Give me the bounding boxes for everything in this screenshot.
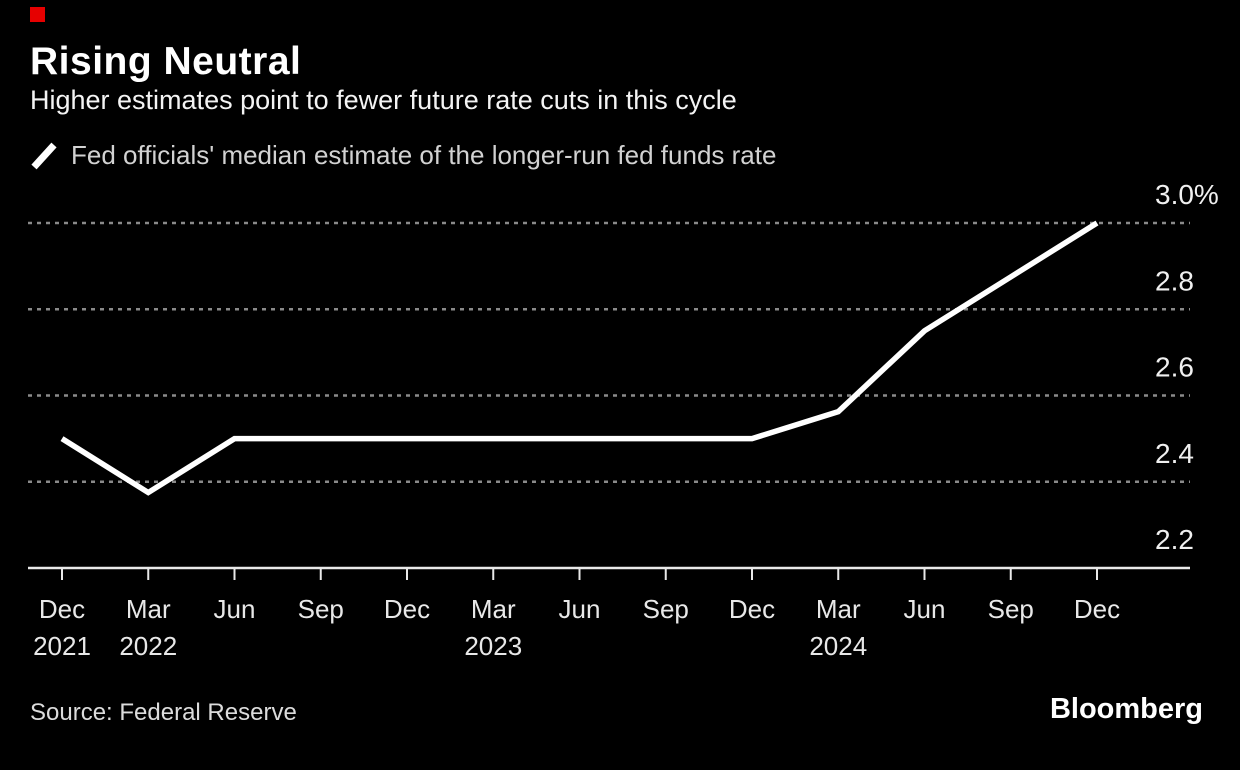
x-axis-month-label: Dec bbox=[384, 594, 430, 624]
x-axis-month-label: Jun bbox=[559, 594, 601, 624]
x-axis-year-label: 2022 bbox=[119, 631, 177, 661]
x-axis-month-label: Jun bbox=[214, 594, 256, 624]
x-axis-month-label: Mar bbox=[126, 594, 171, 624]
chart-title: Rising Neutral bbox=[30, 40, 302, 83]
chart-legend: Fed officials' median estimate of the lo… bbox=[30, 140, 776, 171]
x-axis-month-label: Dec bbox=[1074, 594, 1120, 624]
x-axis-month-label: Dec bbox=[39, 594, 85, 624]
legend-series-label: Fed officials' median estimate of the lo… bbox=[71, 140, 777, 170]
x-axis-year-label: 2024 bbox=[809, 631, 867, 661]
x-axis-month-label: Mar bbox=[816, 594, 861, 624]
chart-subtitle: Higher estimates point to fewer future r… bbox=[30, 85, 737, 115]
y-axis-tick-label: 2.6 bbox=[1155, 352, 1194, 383]
line-chart: 3.0% 2.8 2.6 2.4 2.2 Dec 2021 Mar 2022 Jun Sep Dec M… bbox=[0, 180, 1240, 680]
x-axis-month-label: Dec bbox=[729, 594, 775, 624]
y-axis-tick-label: 2.2 bbox=[1155, 524, 1194, 555]
x-axis-month-label: Jun bbox=[904, 594, 946, 624]
x-axis-month-label: Sep bbox=[298, 594, 344, 624]
source-note: Source: Federal Reserve bbox=[30, 699, 297, 726]
bloomberg-logo: Bloomberg bbox=[1049, 693, 1203, 725]
x-axis-month-label: Sep bbox=[643, 594, 689, 624]
data-line-series bbox=[60, 220, 1099, 496]
x-axis-month-label: Mar bbox=[471, 594, 516, 624]
y-axis-tick-label: 2.4 bbox=[1155, 438, 1194, 469]
red-accent-mark bbox=[30, 7, 45, 22]
x-axis-year-label: 2023 bbox=[464, 631, 522, 661]
x-axis-year-label: 2021 bbox=[33, 631, 91, 661]
x-axis-month-label: Sep bbox=[988, 594, 1034, 624]
legend-key-slash-icon bbox=[31, 142, 57, 169]
y-axis-tick-label: 2.8 bbox=[1155, 265, 1194, 296]
y-axis-tick-label: 3.0% bbox=[1155, 180, 1219, 210]
